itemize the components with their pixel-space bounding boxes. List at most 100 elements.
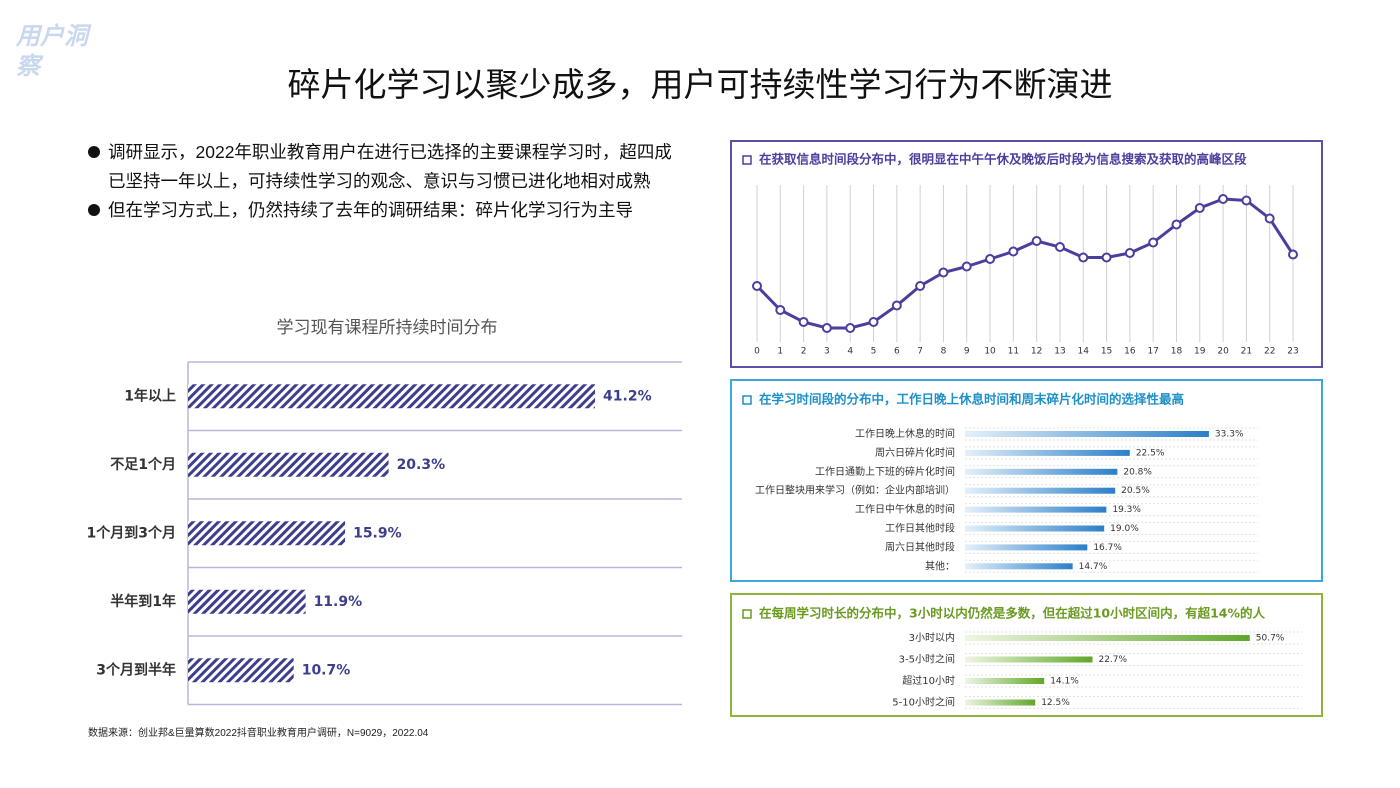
- value-label: 41.2%: [603, 388, 652, 404]
- value-label: 14.1%: [1050, 677, 1079, 687]
- point: [915, 281, 926, 291]
- point: [961, 261, 972, 272]
- value-label: 19.0%: [1110, 524, 1139, 534]
- value-label: 16.7%: [1093, 543, 1122, 553]
- point: [1078, 252, 1089, 263]
- bar: [188, 452, 389, 477]
- x-tick-label: 9: [964, 347, 970, 357]
- category-label: 半年到1年: [110, 593, 176, 610]
- point: [938, 267, 949, 278]
- bullet: 调研显示，2022年职业教育用户在进行已选择的主要课程学习时，超四成已坚持一年以…: [88, 138, 688, 196]
- point: [798, 317, 809, 327]
- category-label: 周六日碎片化时间: [875, 446, 955, 459]
- x-tick-label: 16: [1124, 347, 1136, 357]
- bar: [965, 678, 1045, 684]
- point: [775, 305, 786, 315]
- slide-title: 碎片化学习以聚少成多，用户可持续性学习行为不断演进: [287, 66, 1113, 103]
- panel-border: [730, 379, 1323, 582]
- x-tick-label: 17: [1147, 347, 1158, 357]
- logo: 用户洞察: [16, 23, 88, 80]
- point: [1218, 194, 1229, 204]
- value-label: 20.3%: [397, 457, 446, 473]
- bar: [965, 487, 1116, 494]
- x-tick-label: 21: [1241, 347, 1252, 357]
- source-note: 数据来源：创业邦&巨量算数2022抖音职业教育用户调研，N=9029，2022.…: [88, 728, 429, 739]
- value-label: 19.3%: [1112, 505, 1141, 515]
- category-label: 5-10小时之间: [892, 696, 955, 709]
- value-label: 33.3%: [1215, 430, 1244, 440]
- value-label: 22.5%: [1136, 448, 1165, 458]
- category-label: 不足1个月: [110, 456, 176, 473]
- panel-title: 在学习时间段的分布中，工作日晚上休息时间和周末碎片化时间的选择性最高: [759, 392, 1184, 407]
- value-label: 15.9%: [353, 525, 402, 541]
- x-tick-label: 13: [1054, 347, 1065, 357]
- point: [1054, 242, 1065, 252]
- point: [868, 317, 879, 327]
- bar: [965, 563, 1073, 570]
- x-tick-label: 19: [1194, 347, 1206, 357]
- point: [891, 300, 902, 311]
- value-label: 14.7%: [1079, 562, 1108, 572]
- value-label: 50.7%: [1256, 634, 1285, 644]
- panel-title: 在获取信息时间段分布中，很明显在中午午休及晚饭后时段为信息搜索及获取的高峰区段: [759, 152, 1247, 167]
- chart-title: 学习现有课程所持续时间分布: [277, 318, 498, 338]
- panel-border: [730, 593, 1323, 717]
- point: [821, 323, 832, 333]
- value-label: 12.5%: [1041, 698, 1070, 708]
- value-label: 11.9%: [314, 594, 363, 610]
- bar: [965, 635, 1250, 641]
- x-tick-label: 12: [1031, 347, 1042, 357]
- x-tick-label: 11: [1008, 347, 1019, 357]
- x-tick-label: 14: [1078, 347, 1090, 357]
- x-tick-label: 0: [754, 347, 760, 357]
- bar: [965, 468, 1118, 475]
- point: [845, 323, 856, 333]
- value-label: 20.5%: [1121, 486, 1150, 496]
- point: [1171, 219, 1182, 230]
- title-marker: [742, 155, 752, 165]
- x-tick-label: 8: [941, 347, 947, 357]
- category-label: 工作日通勤上下班的碎片化时间: [815, 465, 955, 478]
- point: [1008, 246, 1019, 257]
- category-label: 3-5小时之间: [899, 653, 955, 666]
- bar: [188, 521, 346, 546]
- bar: [965, 431, 1209, 437]
- point: [1194, 203, 1205, 213]
- panel-border: [730, 140, 1323, 368]
- category-label: 3个月到半年: [96, 661, 176, 678]
- title-marker: [742, 395, 752, 405]
- bullet-list: 调研显示，2022年职业教育用户在进行已选择的主要课程学习时，超四成已坚持一年以…: [88, 138, 688, 225]
- x-tick-label: 6: [894, 347, 900, 357]
- category-label: 工作日中午休息的时间: [855, 503, 955, 516]
- point: [1288, 249, 1298, 260]
- point: [1264, 213, 1275, 224]
- category-label: 3小时以内: [909, 631, 955, 644]
- bar: [965, 506, 1107, 513]
- category-label: 1个月到3个月: [87, 524, 176, 541]
- bar: [188, 658, 294, 683]
- x-tick-label: 15: [1101, 347, 1112, 357]
- bar: [965, 699, 1036, 706]
- point: [1031, 236, 1042, 246]
- value-label: 20.8%: [1123, 467, 1152, 477]
- value-label: 10.7%: [302, 662, 351, 678]
- x-tick-label: 18: [1171, 347, 1183, 357]
- title-marker: [742, 609, 752, 619]
- category-label: 1年以上: [124, 387, 176, 404]
- category-label: 周六日其他时段: [885, 540, 955, 553]
- line: [755, 197, 1295, 330]
- value-label: 22.7%: [1098, 655, 1127, 665]
- x-tick-label: 22: [1264, 347, 1275, 357]
- bullet: 但在学习方式上，仍然持续了去年的调研结果：碎片化学习行为主导: [88, 196, 688, 225]
- category-label: 其他：: [925, 559, 955, 572]
- point: [985, 254, 996, 264]
- x-tick-label: 5: [871, 347, 877, 357]
- x-tick-label: 20: [1217, 347, 1229, 357]
- x-tick-label: 10: [984, 347, 996, 357]
- bar: [188, 589, 306, 614]
- point: [1124, 248, 1135, 258]
- bar: [965, 449, 1130, 456]
- point: [1148, 237, 1159, 248]
